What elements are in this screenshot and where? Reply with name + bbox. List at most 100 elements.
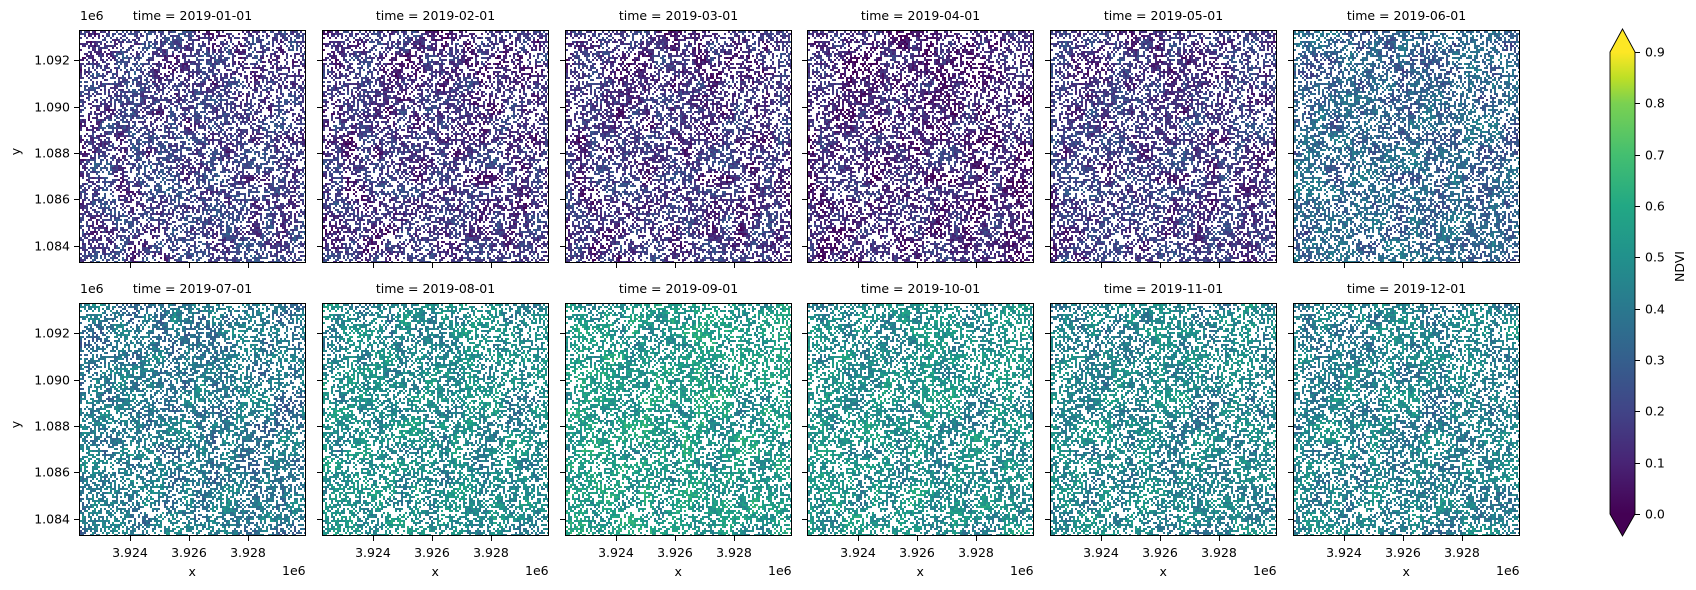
map-panel [79, 30, 306, 263]
y-tick-mark [802, 199, 807, 200]
y-tick-mark [560, 380, 565, 381]
panel-title: time = 2019-03-01 [618, 8, 739, 23]
x-tick-mark [1462, 263, 1463, 268]
y-tick-mark [560, 426, 565, 427]
ndvi-raster [808, 31, 1033, 262]
ndvi-raster [80, 304, 305, 535]
y-tick-mark [1045, 380, 1050, 381]
y-tick-label: 1.086 [34, 191, 70, 207]
y-tick-label: 1.088 [34, 418, 70, 434]
colorbar-extend-min [1610, 514, 1635, 536]
x-tick-mark [734, 536, 735, 541]
x-tick-mark [1101, 536, 1102, 541]
ndvi-raster [808, 304, 1033, 535]
ndvi-raster [80, 31, 305, 262]
y-tick-mark [317, 426, 322, 427]
colorbar-tick-mark [1635, 257, 1640, 259]
map-panel [1050, 303, 1277, 536]
x-offset-text: 1e6 [1496, 563, 1520, 578]
ndvi-raster [1051, 31, 1276, 262]
colorbar-tick-label: 0.1 [1645, 455, 1665, 471]
x-tick-label: 3.924 [355, 545, 391, 560]
y-tick-mark [802, 153, 807, 154]
colorbar-tick-mark [1635, 411, 1640, 413]
y-tick-mark [74, 333, 79, 334]
x-tick-mark [917, 263, 918, 268]
x-tick-mark [976, 536, 977, 541]
map-panel [1050, 30, 1277, 263]
colorbar-body [1610, 52, 1635, 514]
x-tick-label: 3.924 [1083, 545, 1119, 560]
x-tick-label: 3.924 [598, 545, 634, 560]
x-tick-mark [976, 263, 977, 268]
x-tick-label: 3.926 [657, 545, 693, 560]
x-offset-text: 1e6 [768, 563, 792, 578]
y-tick-mark [317, 246, 322, 247]
x-tick-mark [491, 536, 492, 541]
x-tick-mark [1160, 263, 1161, 268]
x-offset-text: 1e6 [282, 563, 306, 578]
y-tick-mark [560, 472, 565, 473]
map-panel [1293, 303, 1520, 536]
y-tick-mark [1288, 153, 1293, 154]
colorbar-tick-label: 0.8 [1645, 95, 1665, 111]
x-tick-label: 3.926 [171, 545, 207, 560]
y-tick-mark [560, 519, 565, 520]
y-tick-mark [317, 60, 322, 61]
colorbar-tick-label: 0.5 [1645, 249, 1665, 265]
map-panel [79, 303, 306, 536]
x-tick-mark [432, 263, 433, 268]
x-axis-label: x [674, 564, 682, 579]
y-tick-mark [317, 519, 322, 520]
y-tick-mark [802, 107, 807, 108]
x-tick-mark [675, 263, 676, 268]
y-tick-mark [74, 107, 79, 108]
panel-title: time = 2019-06-01 [1346, 8, 1467, 23]
y-tick-mark [74, 246, 79, 247]
map-panel [565, 30, 792, 263]
y-tick-mark [1288, 60, 1293, 61]
x-axis-label: x [188, 564, 196, 579]
colorbar-tick-mark [1635, 308, 1640, 310]
colorbar-tick-mark [1635, 514, 1640, 515]
y-tick-mark [74, 60, 79, 61]
panel-title: time = 2019-11-01 [1103, 281, 1224, 296]
y-tick-mark [74, 519, 79, 520]
x-tick-mark [1403, 536, 1404, 541]
x-tick-label: 3.926 [1142, 545, 1178, 560]
x-axis-label: x [1402, 564, 1410, 579]
ndvi-raster [323, 31, 548, 262]
x-tick-mark [1344, 263, 1345, 268]
x-offset-text: 1e6 [525, 563, 549, 578]
x-tick-label: 3.928 [716, 545, 752, 560]
ndvi-raster [1294, 304, 1519, 535]
x-axis-label: x [431, 564, 439, 579]
y-tick-mark [560, 107, 565, 108]
colorbar-tick-label: 0.7 [1645, 147, 1665, 163]
ndvi-raster [1051, 304, 1276, 535]
x-tick-label: 3.928 [473, 545, 509, 560]
y-tick-label: 1.092 [34, 325, 70, 341]
colorbar-tick-label: 0.6 [1645, 198, 1665, 214]
y-tick-label: 1.086 [34, 464, 70, 480]
y-tick-mark [1288, 107, 1293, 108]
y-tick-mark [74, 472, 79, 473]
panel-title: time = 2019-10-01 [860, 281, 981, 296]
y-tick-label: 1.084 [34, 238, 70, 254]
panel-title: time = 2019-01-01 [132, 8, 253, 23]
y-tick-mark [74, 153, 79, 154]
colorbar-extend-max [1610, 29, 1635, 52]
x-tick-label: 3.928 [1444, 545, 1480, 560]
y-tick-label: 1.092 [34, 52, 70, 68]
y-tick-label: 1.090 [34, 99, 70, 115]
colorbar-tick-mark [1635, 103, 1640, 105]
y-tick-mark [560, 153, 565, 154]
x-tick-label: 3.928 [958, 545, 994, 560]
y-tick-mark [1045, 60, 1050, 61]
y-tick-mark [1288, 333, 1293, 334]
y-tick-mark [1288, 199, 1293, 200]
map-panel [322, 30, 549, 263]
ndvi-raster [566, 304, 791, 535]
y-axis-label: y [8, 420, 24, 429]
map-panel [565, 303, 792, 536]
